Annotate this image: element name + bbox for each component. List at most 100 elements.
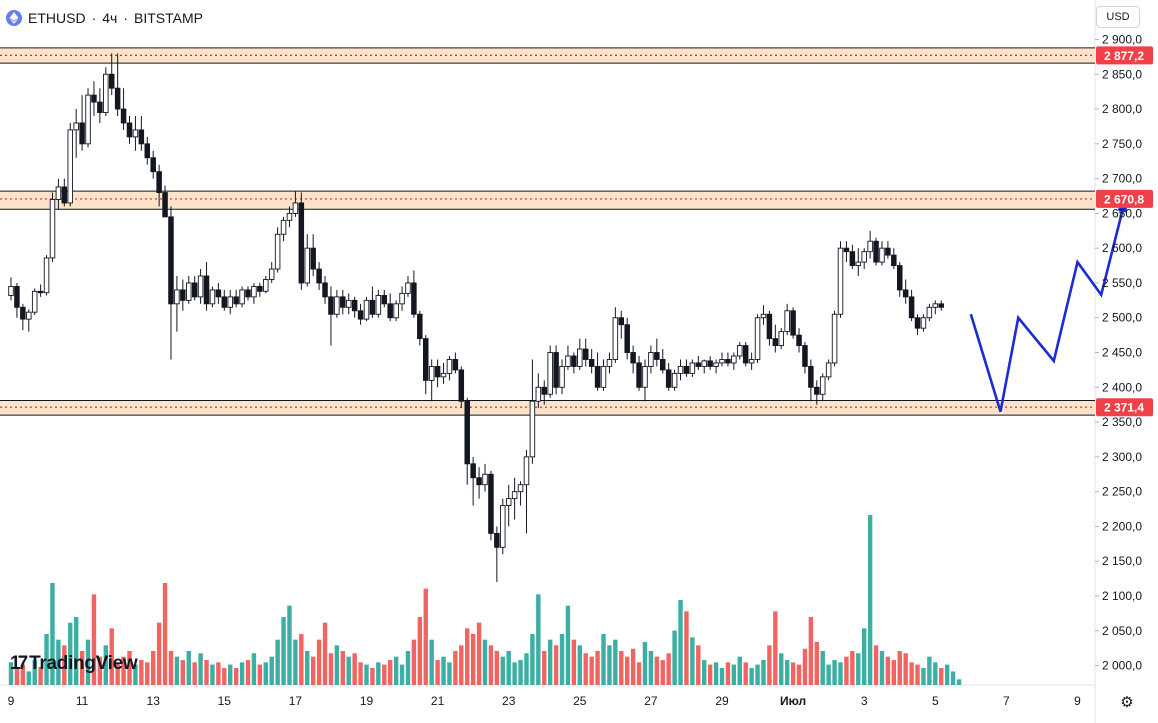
volume-bar [447,662,452,685]
volume-bar [287,605,292,685]
candle-body [174,289,180,305]
gear-icon[interactable]: ⚙ [1120,694,1134,711]
volume-bar [731,664,737,685]
date-tick-label: 15 [218,694,232,708]
candle-body [144,143,151,159]
candle-body [938,303,944,308]
price-tick-label: 2 100,0 [1102,589,1142,603]
volume-bar [14,669,20,685]
candle-body [85,94,91,145]
volume-bar [121,656,126,685]
price-tick-label: 2 500,0 [1102,311,1142,325]
volume-bar [559,634,565,685]
candle-body [73,122,79,131]
candle-body [108,73,115,89]
volume-bar [192,662,197,685]
volume-bar [322,622,328,685]
chart-header[interactable]: ETHUSD · 4ч · BITSTAMP [6,8,203,28]
volume-bar [459,645,464,685]
candle-body [505,498,512,507]
tradingview-wordmark: TradingView [29,653,138,674]
volume-bar [524,653,529,685]
candle-body [867,240,873,253]
candle-body [648,352,654,367]
candle-body [861,251,867,263]
candle-body [642,365,648,388]
candle-body [476,477,482,486]
price-tick-label: 2 200,0 [1102,519,1142,533]
volume-bar [334,645,340,685]
volume-bar [707,664,713,685]
volume-bar [743,662,748,685]
volume-bar [393,656,399,685]
candle-body [458,369,465,402]
volume-bar [530,634,535,685]
volume-bar [891,660,897,685]
exchange-label: BITSTAMP [134,10,203,26]
volume-bar [85,639,91,685]
candle-body [399,292,405,305]
candle-body [837,247,844,315]
volume-bar [630,648,636,685]
volume-bar [589,656,594,685]
candle-body [849,251,856,267]
header-separator: · [91,10,97,26]
candle-body [251,285,257,298]
price-tick-label: 2 750,0 [1102,137,1142,151]
date-axis[interactable]: 9 11 13 15 17 19 21 23 25 27 29 Июл 3 5 7 9 [8,694,1082,708]
candle-body [405,282,411,294]
volume-bar [725,662,731,685]
candle-body [742,345,749,364]
candle-body [245,289,251,298]
candle-body [665,369,672,388]
candle-body [310,247,316,270]
symbol-name[interactable]: ETHUSD [28,10,86,26]
candle-body [79,122,85,145]
volume-bar [779,653,784,685]
candle-body [322,282,328,298]
volume-bar [601,634,606,685]
candle-body [464,400,470,465]
volume-bar [482,639,488,685]
volume-bar [316,639,322,685]
zone-price-label-text: 2 371,4 [1104,401,1144,415]
volume-bar [281,617,286,685]
volume-bar [867,515,873,685]
candle-body [97,101,103,113]
volume-bar [91,594,97,685]
candle-body [737,345,743,357]
volume-bar [50,583,55,685]
candle-body [162,192,168,218]
volume-bar [613,639,618,685]
price-axis[interactable]: 2 000,0 2 050,0 2 100,0 2 150,0 2 200,0 2 250… [1095,32,1142,673]
volume-bar [862,628,867,685]
currency-button[interactable]: USD [1096,6,1140,28]
volume-bar [168,651,174,685]
candle-body [280,219,287,235]
volume-bar [903,653,908,685]
candle-body [624,324,630,353]
candle-body [257,285,263,292]
candle-body [920,317,927,329]
tradingview-logo[interactable]: 17 TradingView [10,652,138,676]
candle-body [926,306,933,319]
volume-bar [97,656,103,685]
volume-bar [494,651,500,685]
volume-bar [145,662,150,685]
tradingview-mark-icon: 17 [10,653,28,674]
volume-bar [204,660,209,685]
date-tick-label: 29 [715,694,729,708]
candle-body [411,282,417,315]
price-zones [0,47,1095,416]
volume-bar [186,651,191,685]
candle-body [180,289,186,301]
volume-bar [156,622,162,685]
candle-body [446,359,453,374]
volume-bar [944,664,950,685]
candle-body [215,289,222,298]
volume-bar [642,641,648,685]
volume-bar [216,662,221,685]
candle-body [713,362,719,367]
interval-label[interactable]: 4ч [102,10,118,26]
